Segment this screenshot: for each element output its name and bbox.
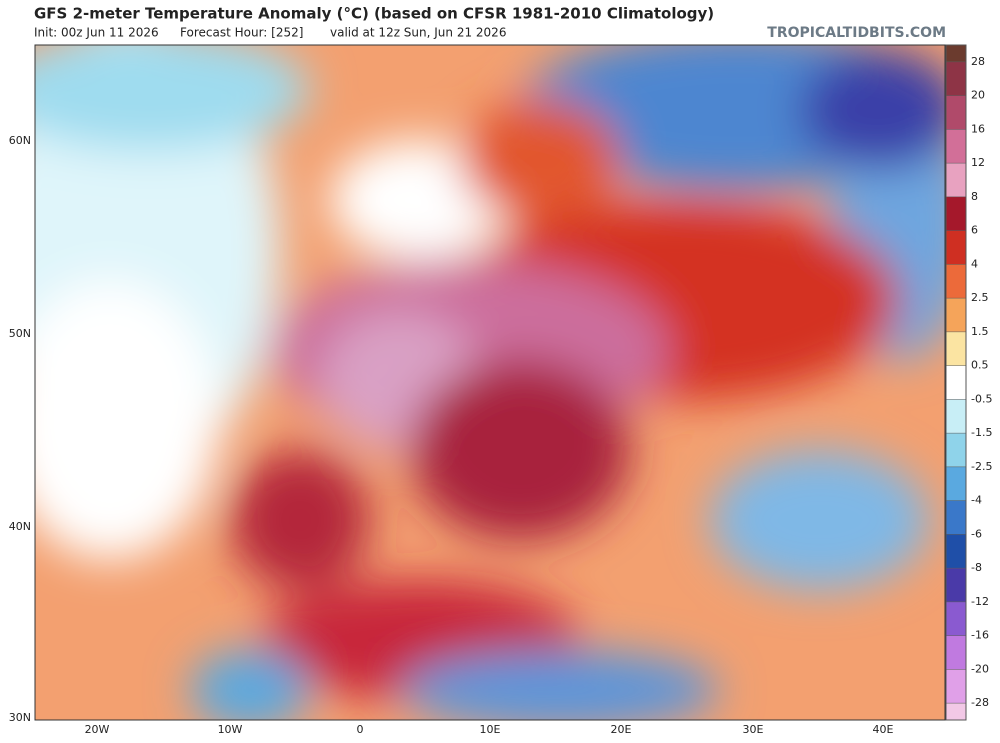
colorbar-segment [946,264,966,299]
lon-label: 0 [357,723,364,736]
init: Init: 00z Jun 11 2026 [34,26,159,40]
colorbar-label: 16 [971,122,985,135]
colorbar-label: 8 [971,190,978,203]
lat-label: 30N [9,711,31,724]
colorbar-label: -4 [971,494,982,507]
colorbar-segment [946,163,966,197]
colorbar-frame [945,44,967,721]
colorbar-segment [946,298,966,332]
lat-label: 50N [9,327,31,340]
colorbar-label: -1.5 [971,426,992,439]
colorbar-segment [946,433,966,467]
colorbar-segment [946,365,966,400]
lon-label: 10E [480,723,501,736]
colorbar-segment [946,568,966,602]
lat-label: 40N [9,520,31,533]
colorbar-label: 6 [971,224,978,237]
lon-label: 10W [218,723,243,736]
colorbar-label: 12 [971,156,985,169]
valid-time: valid at 12z Sun, Jun 21 2026 [330,26,506,40]
colorbar-label: -8 [971,561,982,574]
colorbar-label: 20 [971,89,985,102]
colorbar-segment [946,331,966,366]
lon-label: 30E [743,723,764,736]
colorbar-segment [946,230,966,265]
map [35,45,945,720]
colorbar-label: -16 [971,629,989,642]
colorbar-label: 4 [971,257,978,270]
colorbar-label: -28 [971,696,989,709]
colorbar-label: -0.5 [971,392,992,405]
colorbar-segment [946,61,966,96]
forecast-hour: Forecast Hour: [252] [180,26,303,40]
colorbar-segment [946,196,966,231]
colorbar-segment [946,399,966,434]
colorbar-label: 28 [971,55,985,68]
colorbar-segment [946,500,966,535]
colorbar-label: 2.5 [971,291,989,304]
lon-label: 20W [85,723,110,736]
lon-label: 40E [873,723,894,736]
watermark: TROPICALTIDBITS.COM [767,25,946,41]
colorbar-segment [946,669,966,704]
colorbar-segment [946,703,966,720]
colorbar-segment [946,95,966,130]
colorbar-label: -6 [971,527,982,540]
colorbar-segment [946,45,966,62]
colorbar-segment [946,601,966,636]
colorbar-segment [946,534,966,569]
lat-label: 60N [9,134,31,147]
map-frame [34,44,946,721]
colorbar-segment [946,466,966,501]
lon-label: 20E [611,723,632,736]
colorbar-label: -20 [971,662,989,675]
colorbar-label: -2.5 [971,460,992,473]
title: GFS 2-meter Temperature Anomaly (°C) (ba… [34,5,714,23]
colorbar-label: 0.5 [971,359,989,372]
colorbar-segment [946,635,966,670]
colorbar-label: -12 [971,595,989,608]
colorbar-label: 1.5 [971,325,989,338]
colorbar-segment [946,129,966,164]
